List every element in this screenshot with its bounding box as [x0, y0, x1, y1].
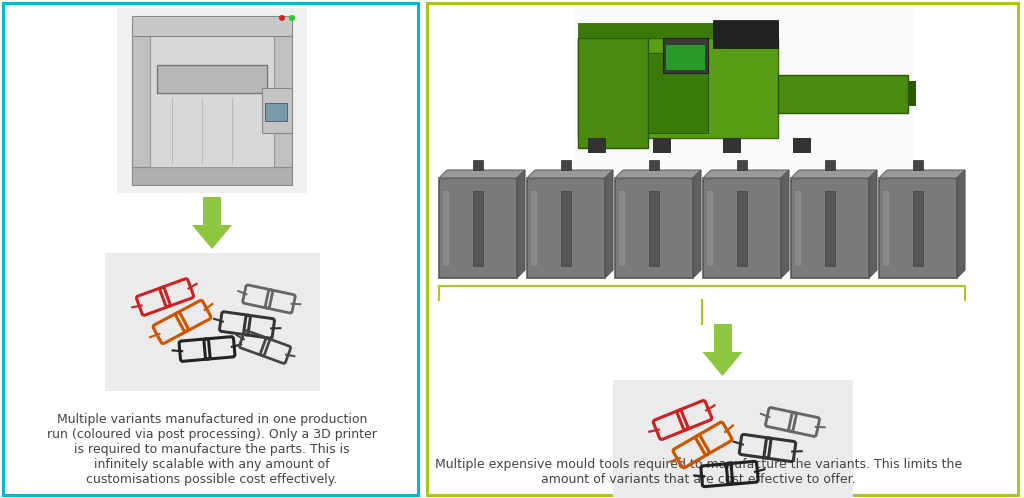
- Bar: [443, 191, 449, 266]
- Polygon shape: [605, 170, 613, 278]
- Bar: [274, 32, 292, 167]
- Bar: [132, 167, 292, 185]
- Polygon shape: [703, 170, 790, 178]
- Bar: [132, 32, 150, 167]
- Bar: [707, 191, 713, 266]
- Text: Multiple variants manufactured in one production
run (coloured via post processi: Multiple variants manufactured in one pr…: [47, 413, 377, 486]
- Bar: [777, 75, 907, 113]
- Circle shape: [279, 15, 285, 21]
- Bar: [647, 53, 708, 133]
- Bar: [561, 160, 571, 170]
- Polygon shape: [869, 170, 877, 278]
- Polygon shape: [439, 170, 525, 178]
- Bar: [612, 380, 853, 498]
- Polygon shape: [527, 170, 613, 178]
- Bar: [649, 191, 659, 266]
- Polygon shape: [615, 170, 701, 178]
- Polygon shape: [517, 170, 525, 278]
- Circle shape: [289, 15, 295, 21]
- Bar: [265, 103, 287, 121]
- Bar: [913, 160, 923, 170]
- Bar: [572, 8, 912, 168]
- Bar: [473, 191, 483, 266]
- Bar: [531, 191, 537, 266]
- Bar: [663, 38, 708, 73]
- Bar: [913, 191, 923, 266]
- Polygon shape: [781, 170, 790, 278]
- Bar: [561, 191, 571, 266]
- FancyBboxPatch shape: [615, 178, 693, 278]
- Text: Multiple expensive mould tools required to manufacture the variants. This limits: Multiple expensive mould tools required …: [435, 458, 963, 486]
- Bar: [713, 20, 777, 48]
- Bar: [150, 32, 274, 167]
- FancyBboxPatch shape: [791, 178, 869, 278]
- Polygon shape: [791, 170, 877, 178]
- Bar: [666, 45, 705, 70]
- Bar: [714, 324, 731, 354]
- Bar: [262, 88, 292, 133]
- Bar: [795, 191, 801, 266]
- Bar: [578, 23, 777, 38]
- FancyBboxPatch shape: [527, 178, 605, 278]
- Bar: [649, 160, 659, 170]
- Bar: [132, 16, 292, 36]
- Bar: [117, 8, 307, 193]
- Bar: [907, 81, 915, 106]
- FancyBboxPatch shape: [439, 178, 517, 278]
- Bar: [883, 191, 889, 266]
- Polygon shape: [957, 170, 965, 278]
- Polygon shape: [879, 170, 965, 178]
- Bar: [104, 253, 319, 391]
- Bar: [825, 191, 835, 266]
- Polygon shape: [693, 170, 701, 278]
- Bar: [723, 138, 740, 153]
- Bar: [3, 3, 418, 495]
- Bar: [203, 197, 221, 227]
- FancyBboxPatch shape: [879, 178, 957, 278]
- Polygon shape: [193, 225, 232, 249]
- Bar: [825, 160, 835, 170]
- Bar: [427, 3, 1018, 495]
- FancyBboxPatch shape: [703, 178, 781, 278]
- Bar: [793, 138, 811, 153]
- Bar: [737, 191, 746, 266]
- Bar: [588, 138, 605, 153]
- Bar: [652, 138, 671, 153]
- Polygon shape: [702, 352, 742, 376]
- Bar: [157, 65, 267, 93]
- Bar: [578, 38, 777, 138]
- Bar: [473, 160, 483, 170]
- Bar: [737, 160, 746, 170]
- Bar: [618, 191, 625, 266]
- Bar: [578, 38, 647, 148]
